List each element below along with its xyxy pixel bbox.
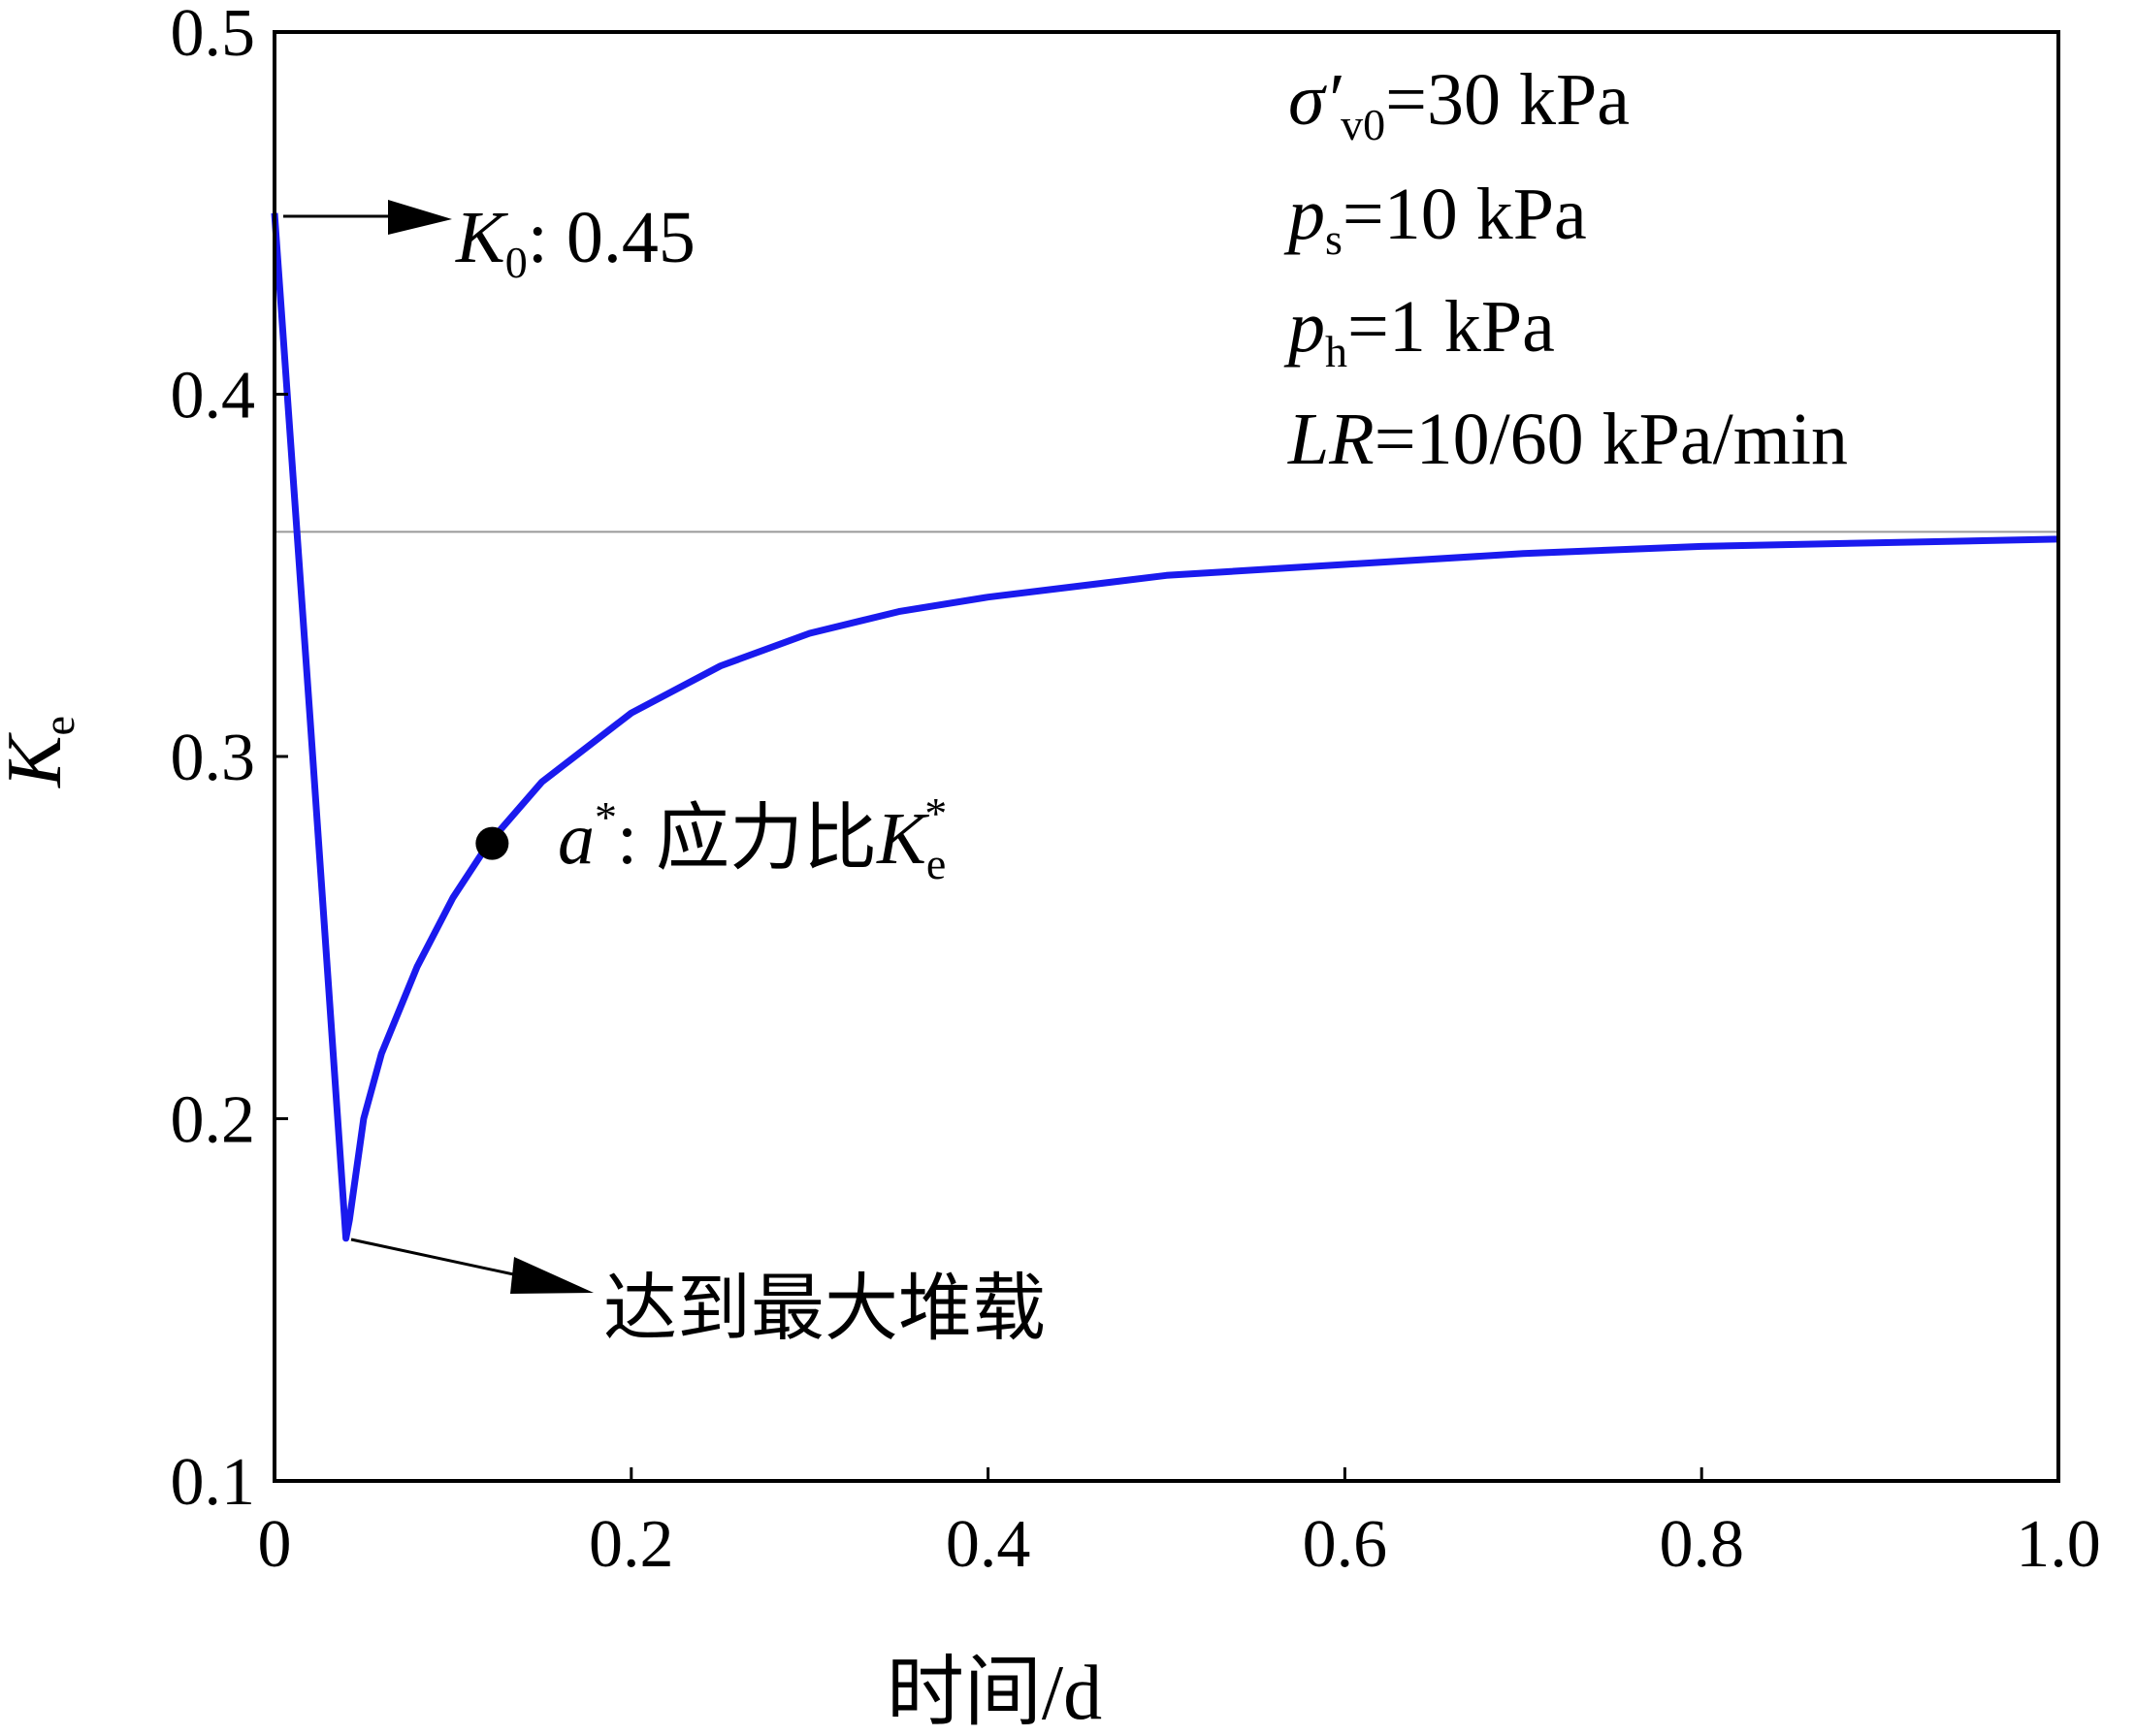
- y-tick-label: 0.3: [171, 721, 256, 795]
- y-tick-label: 0.5: [171, 0, 256, 71]
- max-load-label: 达到最大堆载: [603, 1269, 1046, 1350]
- x-tick-label: 0.6: [1303, 1507, 1388, 1582]
- k0-label: K0: 0.45: [455, 197, 696, 287]
- x-tick-label: 0.4: [946, 1507, 1031, 1582]
- x-tick-label: 1.0: [2016, 1507, 2101, 1582]
- x-tick-label: 0.8: [1659, 1507, 1744, 1582]
- y-axis-title: Ke: [0, 716, 83, 788]
- param-lr: LR=10/60 kPa/min: [1287, 399, 1848, 480]
- param-ps: ps=10 kPa: [1283, 174, 1587, 264]
- ke-series-line: [271, 212, 2059, 1242]
- x-axis-title: 时间/d: [887, 1651, 1102, 1736]
- param-ph: ph=1 kPa: [1283, 286, 1555, 376]
- a-star-label: a*: 应力比Ke*: [558, 788, 947, 888]
- max-load-arrow: [350, 1238, 594, 1294]
- k0-arrow: [283, 200, 452, 235]
- y-tick-label: 0.2: [171, 1083, 256, 1158]
- y-tick-label: 0.4: [171, 359, 256, 434]
- axis-ticks: [275, 393, 1703, 1481]
- y-tick-label: 0.1: [171, 1445, 256, 1520]
- a-star-marker: [475, 826, 509, 860]
- axis-tick-labels: 0 0.2 0.4 0.6 0.8 1.0 0.1 0.2 0.3 0.4 0.5: [171, 0, 2101, 1582]
- x-tick-label: 0: [258, 1507, 292, 1582]
- x-tick-label: 0.2: [589, 1507, 674, 1582]
- param-sigma: σ′v0=30 kPa: [1288, 59, 1630, 149]
